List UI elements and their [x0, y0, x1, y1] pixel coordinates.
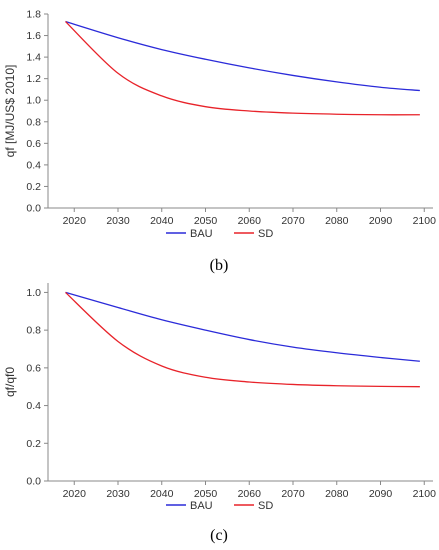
x-tick-label: 2080	[325, 488, 349, 500]
x-tick-label: 2040	[150, 215, 174, 227]
y-tick-label: 0.6	[26, 138, 41, 150]
y-axis-label: qf/qf0	[3, 367, 17, 397]
legend-label-bau: BAU	[190, 228, 213, 240]
x-tick-label: 2080	[325, 215, 349, 227]
series-line-bau	[65, 291, 420, 362]
y-tick-label: 0.4	[26, 400, 41, 412]
y-tick-label: 1.8	[26, 9, 41, 21]
y-tick-label: 1.4	[26, 52, 41, 64]
y-tick-label: 1.0	[26, 95, 41, 107]
figure-caption: (b)	[210, 257, 229, 274]
x-tick-label: 2040	[150, 488, 174, 500]
y-tick-label: 0.4	[26, 159, 41, 171]
x-tick-label: 2030	[106, 215, 130, 227]
y-tick-label: 0.0	[26, 203, 41, 215]
y-tick-label: 0.0	[26, 476, 41, 488]
y-tick-label: 0.2	[26, 181, 41, 193]
y-tick-label: 0.8	[26, 116, 41, 128]
x-tick-label: 2060	[238, 488, 262, 500]
x-tick-label: 2090	[369, 215, 393, 227]
chart-c: 0.0 0.2 0.4 0.6 0.8 1.0 2020 2030 2040 2050 2060 20…	[3, 283, 436, 544]
y-tick-label: 0.2	[26, 438, 41, 450]
chart-b: 0.0 0.2 0.4 0.6 0.8 1.0 1.2 1.4 1.6 1.8 2020 2030 20…	[3, 9, 436, 275]
x-tick-label: 2090	[369, 488, 393, 500]
series-line-sd	[65, 21, 420, 116]
x-tick-label: 2030	[106, 488, 130, 500]
x-tick-label: 2070	[281, 215, 305, 227]
figure-caption: (c)	[210, 527, 228, 544]
y-tick-label: 1.6	[26, 30, 41, 42]
x-tick-label: 2050	[194, 488, 218, 500]
y-axis-label: qf [MJ/US$ 2010]	[3, 65, 17, 158]
legend-label-sd: SD	[258, 500, 273, 512]
series-line-sd	[65, 291, 420, 388]
x-tick-label: 2020	[63, 488, 87, 500]
legend-label-sd: SD	[258, 228, 273, 240]
x-tick-label: 2100	[413, 215, 437, 227]
y-tick-label: 1.0	[26, 287, 41, 299]
y-tick-label: 0.8	[26, 325, 41, 337]
x-tick-label: 2020	[63, 215, 87, 227]
x-tick-label: 2060	[238, 215, 262, 227]
legend-label-bau: BAU	[190, 500, 213, 512]
x-tick-label: 2070	[281, 488, 305, 500]
x-tick-label: 2050	[194, 215, 218, 227]
y-tick-label: 1.2	[26, 73, 41, 85]
series-line-bau	[65, 20, 420, 92]
y-tick-label: 0.6	[26, 362, 41, 374]
x-tick-label: 2100	[413, 488, 437, 500]
